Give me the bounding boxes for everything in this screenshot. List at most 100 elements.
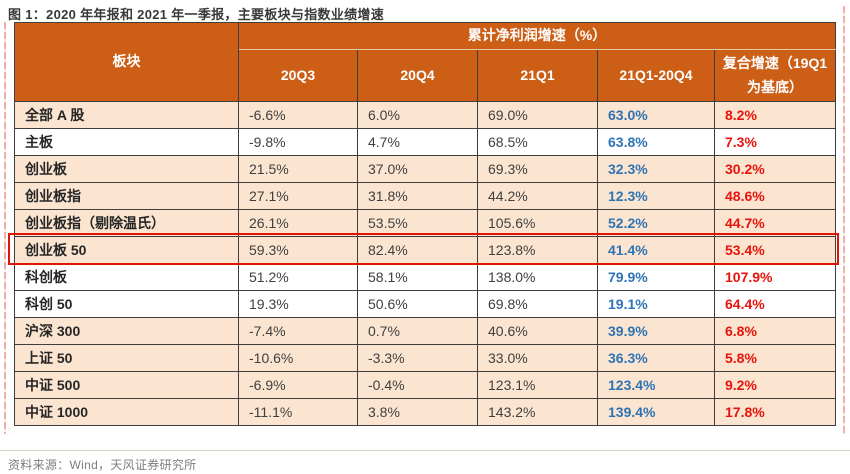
cell-sector: 全部 A 股 — [14, 101, 239, 129]
cell-21q1-20q4: 41.4% — [597, 236, 715, 264]
cell-compound-growth: 48.6% — [713, 182, 837, 210]
cell-compound-growth: 8.2% — [713, 101, 837, 129]
cell-21q1: 123.1% — [477, 371, 598, 399]
cell-20q4: -0.4% — [357, 371, 478, 399]
table-row: 上证 50 -10.6% -3.3% 33.0% 36.3% 5.8% — [14, 344, 837, 372]
column-header-21q1-20q4: 21Q1-20Q4 — [597, 49, 715, 102]
cell-20q3: -11.1% — [238, 398, 358, 426]
cell-compound-growth: 107.9% — [713, 263, 837, 291]
table-row: 创业板指（剔除温氏） 26.1% 53.5% 105.6% 52.2% 44.7% — [14, 209, 837, 237]
table-row: 主板 -9.8% 4.7% 68.5% 63.8% 7.3% — [14, 128, 837, 156]
cell-20q3: 51.2% — [238, 263, 358, 291]
cell-sector: 沪深 300 — [14, 317, 239, 345]
cell-compound-growth: 7.3% — [713, 128, 837, 156]
table-row: 创业板 21.5% 37.0% 69.3% 32.3% 30.2% — [14, 155, 837, 183]
cell-21q1-20q4: 63.0% — [597, 101, 715, 129]
cell-sector: 主板 — [14, 128, 239, 156]
cell-20q4: 53.5% — [357, 209, 478, 237]
cell-21q1: 69.3% — [477, 155, 598, 183]
cell-compound-growth: 9.2% — [713, 371, 837, 399]
cell-20q4: 3.8% — [357, 398, 478, 426]
cell-21q1-20q4: 79.9% — [597, 263, 715, 291]
cell-21q1: 69.8% — [477, 290, 598, 318]
cell-20q4: 31.8% — [357, 182, 478, 210]
table-row: 沪深 300 -7.4% 0.7% 40.6% 39.9% 6.8% — [14, 317, 837, 345]
cell-20q3: -6.9% — [238, 371, 358, 399]
column-header-compound-growth: 复合增速（19Q1 为基底） — [713, 49, 837, 102]
table-row: 创业板 50 59.3% 82.4% 123.8% 41.4% 53.4% — [14, 236, 837, 264]
cell-21q1-20q4: 19.1% — [597, 290, 715, 318]
cell-20q4: -3.3% — [357, 344, 478, 372]
cell-compound-growth: 30.2% — [713, 155, 837, 183]
performance-table: 板块 累计净利润增速（%） 20Q3 20Q4 21Q1 21Q1-20Q4 复… — [14, 22, 837, 426]
cell-compound-growth: 17.8% — [713, 398, 837, 426]
cell-20q4: 6.0% — [357, 101, 478, 129]
footer-divider — [0, 450, 850, 451]
cell-21q1-20q4: 123.4% — [597, 371, 715, 399]
cell-20q3: 59.3% — [238, 236, 358, 264]
cell-21q1: 68.5% — [477, 128, 598, 156]
cell-21q1: 105.6% — [477, 209, 598, 237]
cell-21q1-20q4: 139.4% — [597, 398, 715, 426]
group-header-cumulative-growth: 累计净利润增速（%） — [237, 22, 837, 50]
cell-20q3: -7.4% — [238, 317, 358, 345]
column-header-21q1: 21Q1 — [477, 49, 598, 102]
table-row: 科创板 51.2% 58.1% 138.0% 79.9% 107.9% — [14, 263, 837, 291]
table-body: 全部 A 股 -6.6% 6.0% 69.0% 63.0% 8.2% 主板 -9.8% 4.7%… — [14, 101, 837, 426]
cell-21q1: 138.0% — [477, 263, 598, 291]
cell-20q3: 19.3% — [238, 290, 358, 318]
cell-20q4: 0.7% — [357, 317, 478, 345]
cell-20q4: 82.4% — [357, 236, 478, 264]
table-row: 科创 50 19.3% 50.6% 69.8% 19.1% 64.4% — [14, 290, 837, 318]
cell-20q3: -10.6% — [238, 344, 358, 372]
cell-20q3: -6.6% — [238, 101, 358, 129]
cell-20q3: 26.1% — [238, 209, 358, 237]
cell-20q3: 27.1% — [238, 182, 358, 210]
column-header-20q3: 20Q3 — [238, 49, 358, 102]
cell-sector: 创业板指 — [14, 182, 239, 210]
cell-20q3: 21.5% — [238, 155, 358, 183]
cell-21q1-20q4: 12.3% — [597, 182, 715, 210]
cell-sector: 创业板 50 — [14, 236, 239, 264]
page-edge-marker-right — [843, 6, 845, 434]
cell-sector: 中证 500 — [14, 371, 239, 399]
table-row: 中证 500 -6.9% -0.4% 123.1% 123.4% 9.2% — [14, 371, 837, 399]
table-header: 板块 累计净利润增速（%） 20Q3 20Q4 21Q1 21Q1-20Q4 复… — [14, 22, 837, 102]
cell-20q4: 58.1% — [357, 263, 478, 291]
cell-21q1: 143.2% — [477, 398, 598, 426]
cell-compound-growth: 5.8% — [713, 344, 837, 372]
cell-21q1-20q4: 32.3% — [597, 155, 715, 183]
cell-21q1: 44.2% — [477, 182, 598, 210]
figure-title: 图 1：2020 年年报和 2021 年一季报，主要板块与指数业绩增速 — [8, 7, 385, 22]
source-note: 资料来源：Wind，天风证券研究所 — [8, 458, 197, 472]
column-header-sector: 板块 — [14, 22, 239, 102]
cell-21q1: 40.6% — [477, 317, 598, 345]
cell-20q3: -9.8% — [238, 128, 358, 156]
cell-21q1-20q4: 52.2% — [597, 209, 715, 237]
cell-20q4: 37.0% — [357, 155, 478, 183]
table-row: 全部 A 股 -6.6% 6.0% 69.0% 63.0% 8.2% — [14, 101, 837, 129]
cell-sector: 中证 1000 — [14, 398, 239, 426]
page-edge-marker-left — [4, 22, 6, 434]
cell-compound-growth: 44.7% — [713, 209, 837, 237]
cell-21q1-20q4: 63.8% — [597, 128, 715, 156]
cell-20q4: 50.6% — [357, 290, 478, 318]
cell-21q1: 123.8% — [477, 236, 598, 264]
cell-compound-growth: 53.4% — [713, 236, 837, 264]
cell-21q1: 69.0% — [477, 101, 598, 129]
cell-21q1: 33.0% — [477, 344, 598, 372]
cell-21q1-20q4: 39.9% — [597, 317, 715, 345]
cell-sector: 创业板 — [14, 155, 239, 183]
cell-21q1-20q4: 36.3% — [597, 344, 715, 372]
table-row: 中证 1000 -11.1% 3.8% 143.2% 139.4% 17.8% — [14, 398, 837, 426]
cell-compound-growth: 64.4% — [713, 290, 837, 318]
cell-sector: 创业板指（剔除温氏） — [14, 209, 239, 237]
cell-sector: 科创 50 — [14, 290, 239, 318]
cell-compound-growth: 6.8% — [713, 317, 837, 345]
column-header-20q4: 20Q4 — [357, 49, 478, 102]
table-row: 创业板指 27.1% 31.8% 44.2% 12.3% 48.6% — [14, 182, 837, 210]
cell-sector: 上证 50 — [14, 344, 239, 372]
cell-sector: 科创板 — [14, 263, 239, 291]
cell-20q4: 4.7% — [357, 128, 478, 156]
